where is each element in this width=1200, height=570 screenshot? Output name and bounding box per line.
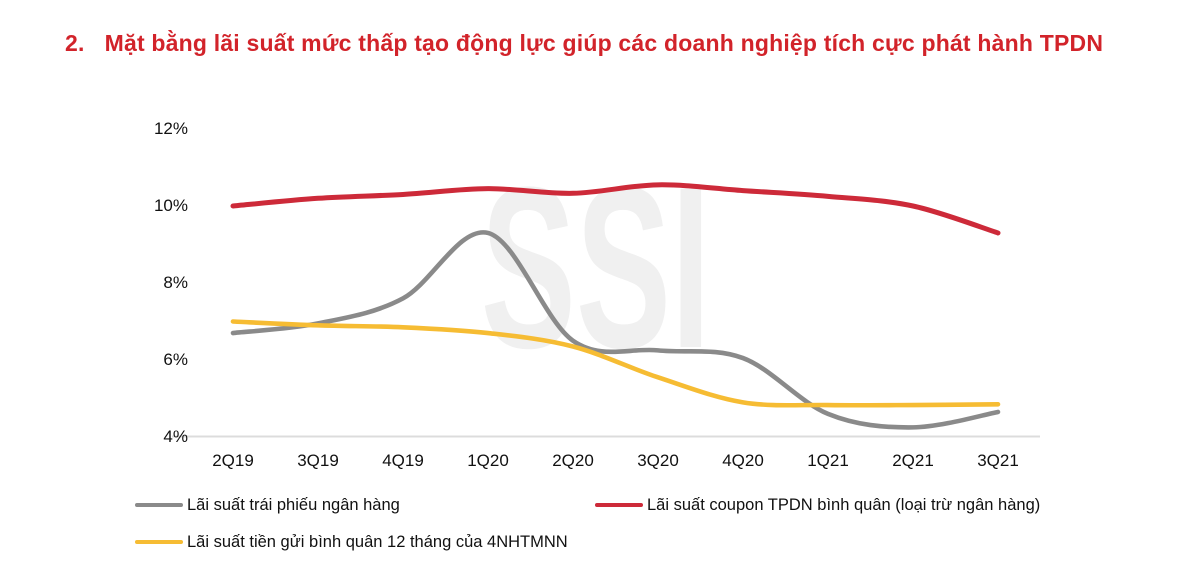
- legend-label: Lãi suất tiền gửi bình quân 12 tháng của…: [187, 532, 568, 551]
- title-text: Mặt bằng lãi suất mức thấp tạo động lực …: [104, 30, 1104, 56]
- x-tick-2q19: 2Q19: [212, 451, 254, 470]
- x-tick-4q20: 4Q20: [722, 451, 764, 470]
- series-line-0: [230, 230, 1001, 430]
- x-tick-1q20: 1Q20: [467, 451, 509, 470]
- y-tick-4: 4%: [163, 427, 188, 446]
- series-line-1: [230, 182, 1001, 236]
- x-tick-3q19: 3Q19: [297, 451, 339, 470]
- x-tick-3q21: 3Q21: [977, 451, 1019, 470]
- x-tick-4q19: 4Q19: [382, 451, 424, 470]
- y-tick-10: 10%: [153, 196, 188, 215]
- legend-item-bank-bond-rate: Lãi suất trái phiếu ngân hàng: [135, 495, 400, 515]
- x-tick-3q20: 3Q20: [637, 451, 679, 470]
- red-line-swatch: [595, 502, 643, 508]
- legend-label: Lãi suất trái phiếu ngân hàng: [187, 495, 400, 514]
- y-tick-6: 6%: [163, 350, 188, 369]
- legend-item-deposit-rate: Lãi suất tiền gửi bình quân 12 tháng của…: [135, 532, 568, 552]
- page-title: 2. Mặt bằng lãi suất mức thấp tạo động l…: [65, 30, 1175, 57]
- series-line-2: [230, 319, 1001, 408]
- y-tick-8: 8%: [163, 273, 188, 292]
- y-tick-12: 12%: [153, 119, 188, 138]
- x-tick-2q21: 2Q21: [892, 451, 934, 470]
- yellow-line-swatch: [135, 539, 183, 545]
- gray-line-swatch: [135, 502, 183, 508]
- x-tick-2q20: 2Q20: [552, 451, 594, 470]
- title-number: 2.: [65, 30, 85, 56]
- legend-label: Lãi suất coupon TPDN bình quân (loại trừ…: [647, 495, 1041, 514]
- x-tick-1q21: 1Q21: [807, 451, 849, 470]
- legend-item-tpdn-coupon-rate: Lãi suất coupon TPDN bình quân (loại trừ…: [595, 495, 1040, 515]
